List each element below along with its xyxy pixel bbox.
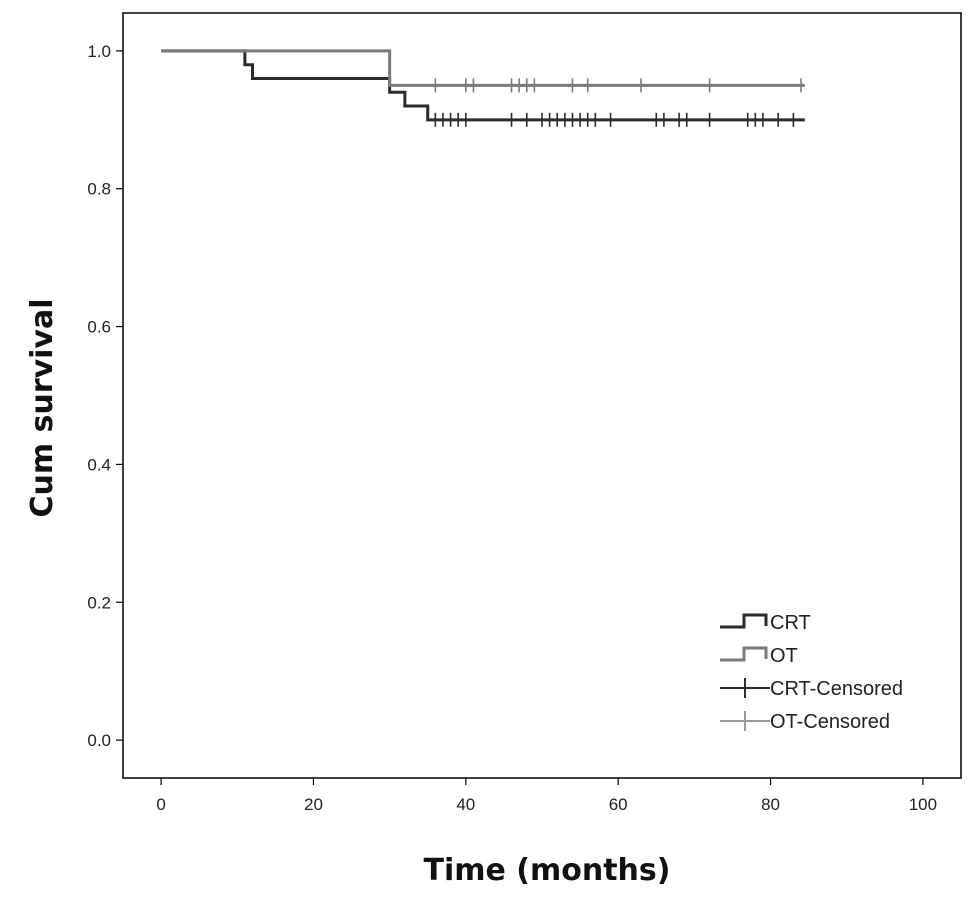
x-tick-label: 0 xyxy=(156,795,165,814)
series-line-ot xyxy=(161,49,805,87)
x-tick-label: 20 xyxy=(304,795,323,814)
legend-label-ot: OT xyxy=(770,645,798,667)
legend-label-crt: CRT xyxy=(770,612,811,634)
x-tick-label: 100 xyxy=(909,795,937,814)
chart-marks xyxy=(161,49,805,127)
y-axis-title: Cum survival xyxy=(25,298,60,517)
legend: CRT OT CRT-Censored OT-Censored xyxy=(720,612,903,733)
x-tick-label: 60 xyxy=(609,795,628,814)
x-axis-title: Time (months) xyxy=(423,853,670,888)
x-tick-label: 40 xyxy=(456,795,475,814)
y-tick-label: 0.2 xyxy=(87,593,111,612)
legend-label-crt-censored: CRT-Censored xyxy=(770,678,903,700)
axes: 0 20 40 60 80 100 0.0 0.2 0.4 0.6 0.8 1.0 xyxy=(87,42,937,814)
y-tick-label: 0.4 xyxy=(87,455,111,474)
x-tick-label: 80 xyxy=(761,795,780,814)
legend-label-ot-censored: OT-Censored xyxy=(770,711,890,733)
plot-frame xyxy=(122,12,962,779)
y-tick-label: 0.6 xyxy=(87,318,111,337)
y-tick-label: 1.0 xyxy=(87,42,111,61)
legend-swatch-crt xyxy=(720,613,768,629)
y-tick-label: 0.8 xyxy=(87,180,111,199)
legend-swatch-ot xyxy=(720,646,768,662)
y-tick-label: 0.0 xyxy=(87,731,111,750)
